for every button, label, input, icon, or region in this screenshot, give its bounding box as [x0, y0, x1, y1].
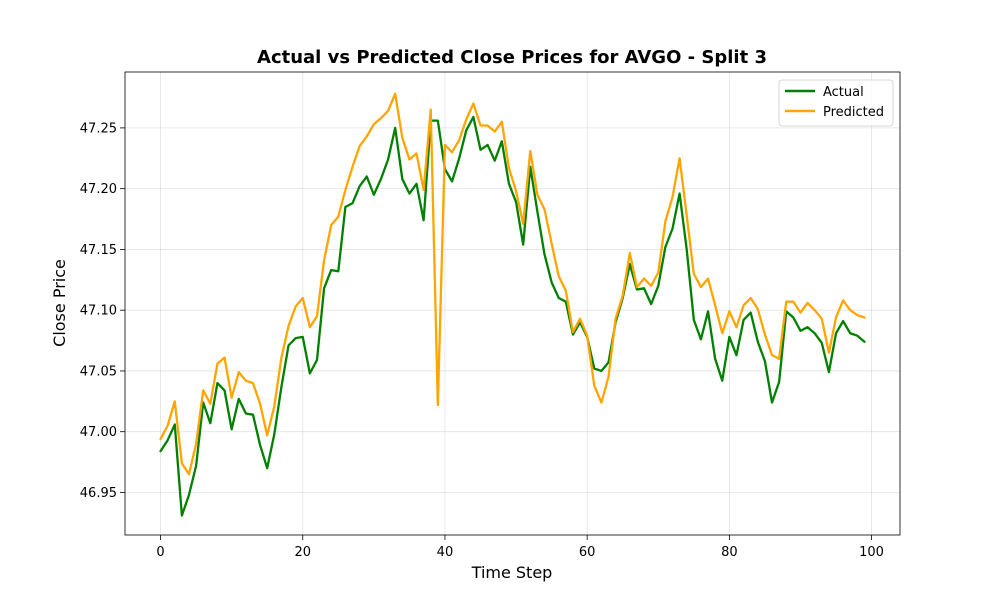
x-axis-label: Time Step — [471, 563, 553, 582]
y-axis-label: Close Price — [50, 259, 69, 347]
legend-label-actual: Actual — [823, 85, 864, 100]
legend: Actual Predicted — [778, 79, 894, 127]
series-line-predicted — [159, 92, 866, 476]
y-tick-label: 47.10 — [80, 304, 117, 319]
plot-series — [159, 92, 866, 517]
x-tick-label: 60 — [579, 545, 596, 560]
x-tick-label: 80 — [721, 545, 738, 560]
y-tick-label: 47.20 — [80, 182, 117, 197]
plot-frame — [124, 71, 901, 536]
x-tick-label: 100 — [859, 545, 884, 560]
x-axis: 0 20 40 60 80 100 — [156, 535, 884, 560]
x-tick-label: 0 — [156, 545, 164, 560]
y-tick-label: 47.25 — [80, 121, 117, 136]
chart-title: Actual vs Predicted Close Prices for AVG… — [257, 47, 767, 68]
y-tick-label: 46.95 — [80, 486, 117, 501]
y-tick-label: 47.15 — [80, 243, 117, 258]
y-tick-label: 47.05 — [80, 364, 117, 379]
y-tick-label: 47.00 — [80, 425, 117, 440]
x-tick-label: 20 — [294, 545, 311, 560]
y-axis: 46.95 47.00 47.05 47.10 47.15 47.20 47.25 — [80, 121, 125, 501]
x-tick-label: 40 — [437, 545, 454, 560]
legend-label-predicted: Predicted — [823, 105, 884, 120]
series-line-actual — [159, 115, 866, 517]
